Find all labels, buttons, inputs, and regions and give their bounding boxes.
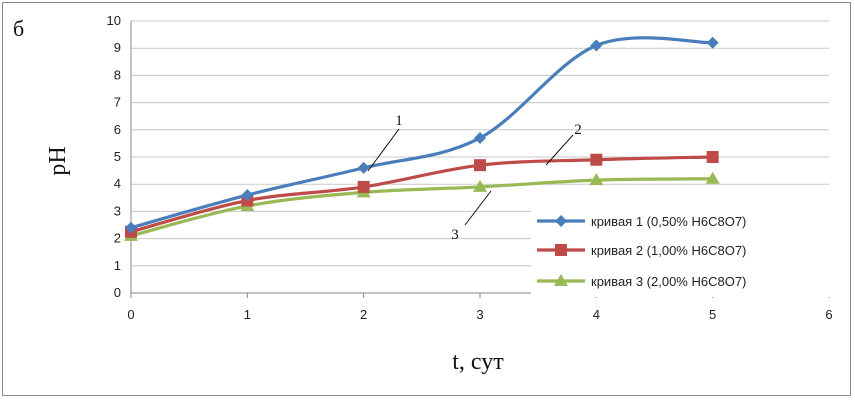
data-point-triangle — [473, 179, 487, 192]
x-tick-label: 5 — [709, 307, 716, 322]
legend-item-3: кривая 3 (2,00% H6C8O7) — [537, 274, 746, 289]
data-point-square — [555, 244, 567, 256]
x-tick-label: 3 — [476, 307, 483, 322]
y-tick-label: 7 — [114, 95, 121, 110]
x-tick-label: 4 — [593, 307, 600, 322]
y-tick-label: 5 — [114, 149, 121, 164]
y-tick-label: 6 — [114, 122, 121, 137]
data-point-triangle — [705, 171, 720, 184]
data-point-square — [357, 180, 370, 193]
y-tick-labels: 0 1 2 3 4 5 6 7 8 9 10 — [107, 13, 121, 300]
data-point-square — [706, 151, 719, 163]
chart-frame: б 0 1 2 3 4 5 6 0 1 2 3 4 5 6 7 8 9 10 1 2 3 кривая 1 (0,5… — [2, 2, 851, 396]
y-tick-label: 9 — [114, 40, 121, 55]
y-tick-label: 10 — [107, 13, 121, 28]
annotation-leader — [464, 190, 492, 226]
x-tick-label: 6 — [825, 307, 832, 322]
data-point-triangle — [589, 173, 604, 186]
data-point-triangle — [554, 274, 568, 286]
y-tick-label: 1 — [114, 258, 121, 273]
line-chart: б 0 1 2 3 4 5 6 0 1 2 3 4 5 6 7 8 9 10 1 2 3 кривая 1 (0,5… — [13, 13, 837, 375]
legend-label: кривая 3 (2,00% H6C8O7) — [591, 274, 746, 289]
series-line — [130, 36, 713, 230]
legend-item-2: кривая 2 (1,00% H6C8O7) — [537, 243, 746, 258]
data-point-diamond — [474, 131, 486, 144]
legend-item-1: кривая 1 (0,50% H6C8O7) — [537, 214, 746, 229]
annotation-label: 2 — [574, 122, 582, 138]
panel-label: б — [13, 16, 24, 41]
y-tick-label: 8 — [114, 67, 121, 82]
data-point-diamond — [706, 36, 719, 49]
y-axis-label: pH — [45, 146, 71, 175]
legend-label: кривая 1 (0,50% H6C8O7) — [591, 214, 746, 229]
data-point-square — [474, 159, 486, 172]
y-tick-label: 0 — [114, 285, 121, 300]
annotation-label: 1 — [395, 113, 403, 129]
y-tick-label: 2 — [114, 231, 121, 246]
data-point-diamond — [590, 39, 603, 52]
series-group — [124, 36, 720, 241]
data-point-square — [590, 153, 603, 166]
y-tick-label: 3 — [114, 203, 121, 218]
y-tick-label: 4 — [114, 176, 121, 191]
data-point-diamond — [357, 161, 370, 174]
annotation-leader — [367, 128, 400, 172]
series-line — [130, 155, 713, 234]
legend: кривая 1 (0,50% H6C8O7) кривая 2 (1,00% H… — [531, 207, 837, 297]
x-tick-label: 1 — [244, 307, 251, 322]
annotation-label: 3 — [451, 227, 459, 243]
x-axis-label: t, сут — [452, 349, 504, 375]
data-point-diamond — [555, 215, 567, 227]
x-tick-label: 2 — [360, 307, 367, 322]
annotations: 1 2 3 — [367, 113, 582, 243]
legend-label: кривая 2 (1,00% H6C8O7) — [591, 243, 746, 258]
x-tick-label: 0 — [127, 307, 134, 322]
series-line — [130, 177, 713, 238]
x-tick-labels: 0 1 2 3 4 5 6 — [127, 307, 832, 322]
series-1 — [125, 36, 719, 234]
annotation-leader — [545, 134, 574, 166]
data-point-diamond — [125, 221, 137, 234]
data-point-diamond — [241, 189, 254, 202]
